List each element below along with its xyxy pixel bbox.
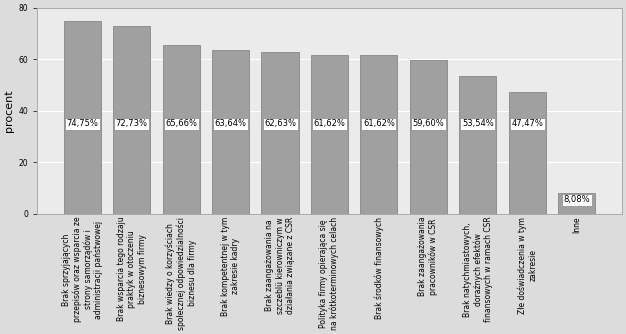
Bar [361,55,398,214]
Text: 72,73%: 72,73% [116,119,148,128]
Bar [558,193,595,214]
Text: 63,64%: 63,64% [215,119,247,128]
Text: 8,08%: 8,08% [563,195,590,204]
Y-axis label: procent: procent [4,90,14,132]
Text: 62,63%: 62,63% [264,119,296,128]
Text: 61,62%: 61,62% [363,119,395,128]
Text: 65,66%: 65,66% [165,119,197,128]
Bar [509,92,546,214]
Bar [163,45,200,214]
Bar [459,76,496,214]
Text: 59,60%: 59,60% [413,119,444,128]
Bar [113,26,150,214]
Bar [311,55,348,214]
Bar [64,21,101,214]
Bar [212,50,249,214]
Bar [410,60,447,214]
Text: 47,47%: 47,47% [511,119,543,128]
Text: 53,54%: 53,54% [462,119,494,128]
Text: 61,62%: 61,62% [314,119,346,128]
Bar [262,52,299,214]
Text: 74,75%: 74,75% [66,119,98,128]
